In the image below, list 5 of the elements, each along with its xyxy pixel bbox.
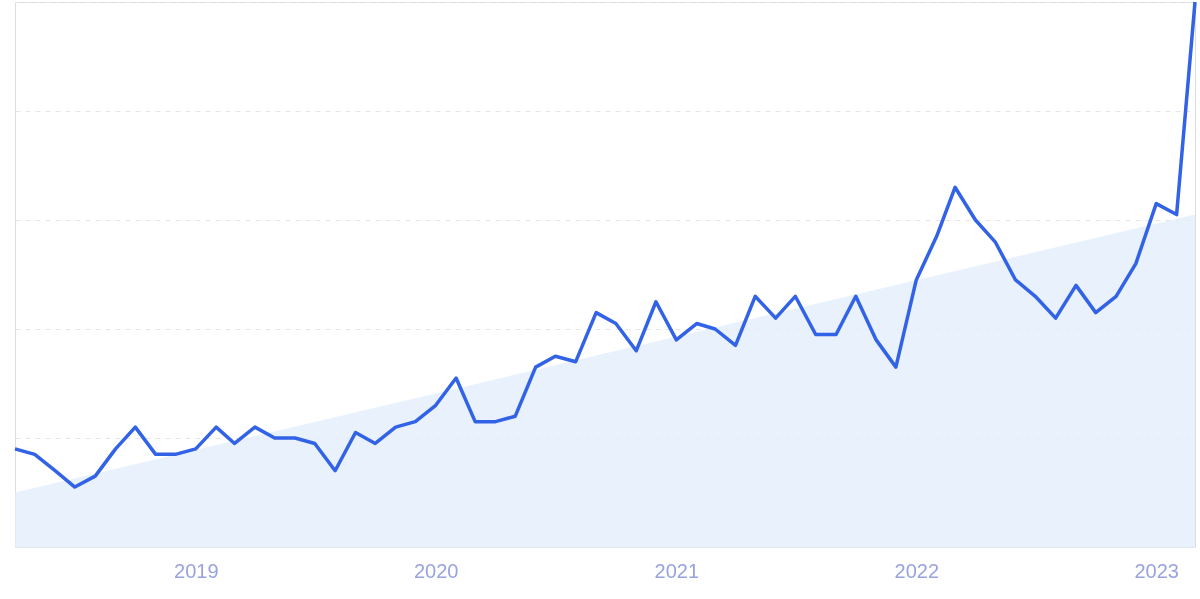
x-tick-label: 2020 (413, 559, 459, 582)
x-tick-label: 2019 (174, 559, 219, 582)
x-tick-label: 2022 (894, 559, 940, 582)
x-tick-label: 2021 (654, 559, 700, 582)
x-tick-label: 2023 (1134, 559, 1179, 582)
